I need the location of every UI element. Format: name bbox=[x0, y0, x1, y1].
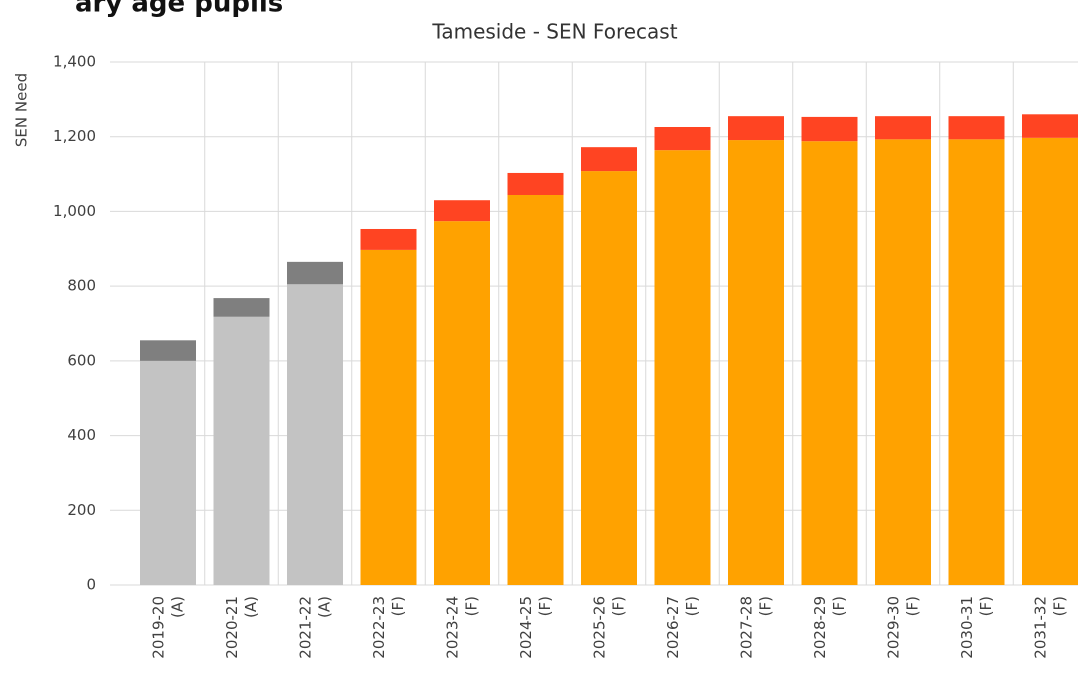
x-tick-label: 2021-22 bbox=[297, 596, 315, 659]
y-tick-label: 1,400 bbox=[53, 53, 96, 71]
x-tick-label: (F) bbox=[463, 596, 481, 616]
page-heading: ary age pupils bbox=[75, 0, 283, 19]
bar-segment bbox=[1022, 137, 1078, 585]
bar-segment bbox=[140, 360, 196, 585]
y-tick-label: 1,200 bbox=[53, 127, 96, 145]
x-tick-label: 2025-26 bbox=[591, 596, 609, 659]
x-tick-label: 2026-27 bbox=[664, 596, 682, 659]
x-tick-label: (F) bbox=[830, 596, 848, 616]
bar-segment bbox=[434, 200, 490, 222]
bar-segment bbox=[507, 194, 564, 585]
x-tick-label: (F) bbox=[536, 596, 554, 616]
x-tick-label: 2030-31 bbox=[958, 596, 976, 659]
x-tick-label: (F) bbox=[757, 596, 775, 616]
bar-segment bbox=[801, 141, 858, 585]
y-tick-label: 800 bbox=[67, 277, 96, 295]
x-tick-label: 2020-21 bbox=[223, 596, 241, 659]
x-tick-label: 2029-30 bbox=[885, 596, 903, 659]
bar-segment bbox=[948, 139, 1005, 585]
bar-segment bbox=[213, 316, 270, 585]
x-tick-label: (A) bbox=[242, 596, 260, 618]
x-tick-label: (F) bbox=[977, 596, 995, 616]
bar-segment bbox=[287, 261, 343, 285]
y-tick-label: 400 bbox=[67, 426, 96, 444]
bar-segment bbox=[728, 116, 784, 141]
x-tick-label: 2028-29 bbox=[811, 596, 829, 659]
x-tick-label: 2024-25 bbox=[517, 596, 535, 659]
bar-segment bbox=[213, 298, 270, 317]
x-tick-label: (A) bbox=[169, 596, 187, 618]
x-tick-label: (F) bbox=[389, 596, 407, 616]
bar-segment bbox=[360, 249, 417, 585]
x-tick-label: (F) bbox=[904, 596, 922, 616]
bar-segment bbox=[581, 171, 637, 585]
y-tick-label: 1,000 bbox=[53, 202, 96, 220]
y-tick-label: 600 bbox=[67, 351, 96, 369]
bar-segment bbox=[801, 116, 858, 142]
x-tick-label: 2031-32 bbox=[1032, 596, 1050, 659]
bar-segment bbox=[434, 221, 490, 586]
bar-segment bbox=[875, 139, 931, 585]
x-tick-label: 2019-20 bbox=[150, 596, 168, 659]
chart-title: Tameside - SEN Forecast bbox=[431, 20, 677, 44]
bar-segment bbox=[875, 116, 931, 140]
bar-segment bbox=[360, 228, 417, 250]
bar-segment bbox=[948, 116, 1005, 140]
x-tick-label: (F) bbox=[683, 596, 701, 616]
x-tick-label: 2022-23 bbox=[370, 596, 388, 659]
bar-segment bbox=[728, 140, 784, 586]
x-tick-label: (F) bbox=[1051, 596, 1069, 616]
bar-segment bbox=[581, 147, 637, 172]
bar-segment bbox=[287, 284, 343, 585]
x-tick-label: (F) bbox=[610, 596, 628, 616]
x-tick-label: 2027-28 bbox=[738, 596, 756, 659]
y-tick-label: 200 bbox=[67, 501, 96, 519]
bar-segment bbox=[654, 127, 711, 151]
x-tick-label: 2023-24 bbox=[444, 596, 462, 659]
bar-segment bbox=[1022, 114, 1078, 138]
x-tick-label: (A) bbox=[316, 596, 334, 618]
bar-segment bbox=[507, 172, 564, 195]
bar-segment bbox=[654, 150, 711, 586]
bar-segment bbox=[140, 340, 196, 361]
y-tick-label: 0 bbox=[86, 576, 96, 594]
y-axis-label: SEN Need bbox=[13, 73, 31, 147]
